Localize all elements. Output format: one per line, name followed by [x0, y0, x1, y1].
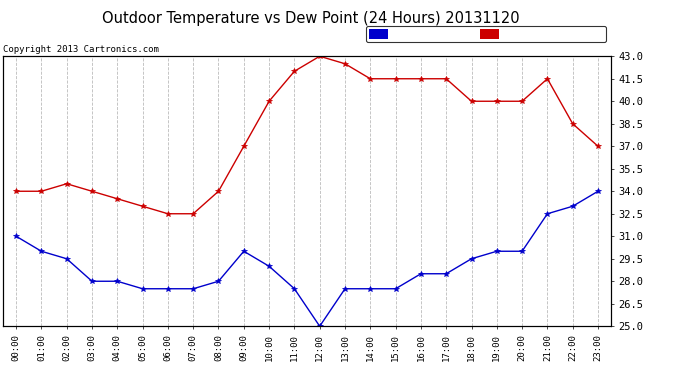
- Text: Outdoor Temperature vs Dew Point (24 Hours) 20131120: Outdoor Temperature vs Dew Point (24 Hou…: [101, 11, 520, 26]
- Legend: Dew Point (°F), Temperature (°F): Dew Point (°F), Temperature (°F): [366, 26, 606, 42]
- Text: Copyright 2013 Cartronics.com: Copyright 2013 Cartronics.com: [3, 45, 159, 54]
